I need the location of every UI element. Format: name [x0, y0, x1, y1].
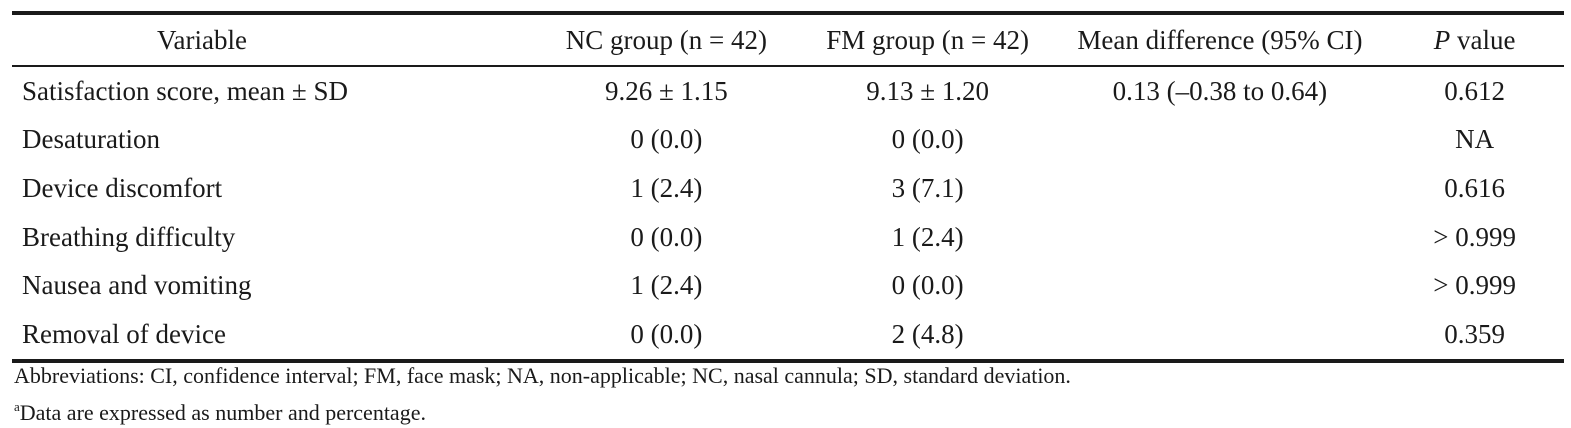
results-table-container: Variable NC group (n = 42) FM group (n =…: [12, 11, 1564, 363]
results-table: Variable NC group (n = 42) FM group (n =…: [12, 11, 1564, 363]
cell-p-value: NA: [1455, 124, 1495, 155]
cell-fm: 0 (0.0): [891, 124, 964, 155]
header-row: Variable NC group (n = 42) FM group (n =…: [12, 13, 1564, 67]
cell-nc: 0 (0.0): [630, 221, 703, 252]
header-p-value: P value: [1385, 13, 1564, 67]
table-row: Breathing difficulty 0 (0.0) 1 (2.4) > 0…: [12, 213, 1564, 262]
cell-p-value: > 0.999: [1433, 221, 1516, 252]
cell-nc: 9.26 ± 1.15: [604, 75, 728, 106]
table-footnotes: Abbreviations: CI, confidence interval; …: [14, 360, 1071, 428]
abbreviations-note: Abbreviations: CI, confidence interval; …: [14, 363, 1071, 388]
cell-mean-difference: [1055, 164, 1386, 213]
table-row: Nausea and vomiting 1 (2.4) 0 (0.0) > 0.…: [12, 261, 1564, 310]
cell-fm: 1 (2.4): [891, 221, 964, 252]
cell-fm: 9.13 ± 1.20: [866, 75, 990, 106]
cell-p-value: 0.612: [1444, 75, 1505, 106]
footnote-marker: a: [14, 399, 20, 414]
cell-fm: 2 (4.8): [800, 309, 1055, 363]
header-p-letter: P: [1433, 24, 1451, 55]
cell-mean-difference: [1055, 116, 1386, 165]
cell-mean-difference: 0.13 (–0.38 to 0.64): [1112, 75, 1328, 106]
cell-variable: Device discomfort: [22, 172, 223, 203]
cell-p-value: 0.359: [1385, 309, 1564, 363]
cell-nc: 1 (2.4): [630, 270, 703, 301]
header-variable: Variable: [12, 13, 532, 67]
cell-variable: Desaturation: [22, 124, 160, 155]
table-row: Desaturation 0 (0.0) 0 (0.0) NA: [12, 116, 1564, 165]
cell-variable: Removal of device: [12, 309, 532, 363]
cell-variable: Satisfaction score, mean ± SD: [22, 75, 348, 106]
cell-nc: 1 (2.4): [630, 172, 703, 203]
cell-p-value: 0.616: [1444, 172, 1505, 203]
header-nc-group: NC group (n = 42): [532, 13, 801, 67]
header-mean-difference: Mean difference (95% CI): [1054, 13, 1386, 67]
cell-mean-difference: [1055, 213, 1386, 262]
table-row: Device discomfort 1 (2.4) 3 (7.1) 0.616: [12, 164, 1564, 213]
cell-p-value: > 0.999: [1433, 270, 1516, 301]
cell-mean-difference: [1054, 309, 1386, 363]
cell-mean-difference: [1055, 261, 1386, 310]
header-p-rest: value: [1450, 24, 1516, 55]
table-row: Satisfaction score, mean ± SD 9.26 ± 1.1…: [12, 66, 1564, 116]
cell-fm: 3 (7.1): [891, 172, 964, 203]
table-row: Removal of device 0 (0.0) 2 (4.8) 0.359: [12, 309, 1564, 363]
data-expression-text: Data are expressed as number and percent…: [19, 400, 426, 425]
header-fm-group: FM group (n = 42): [800, 13, 1055, 67]
cell-variable: Breathing difficulty: [22, 221, 236, 252]
cell-variable: Nausea and vomiting: [22, 270, 252, 301]
data-expression-note: aData are expressed as number and percen…: [14, 391, 1071, 428]
cell-fm: 0 (0.0): [891, 270, 964, 301]
cell-nc: 0 (0.0): [532, 309, 801, 363]
cell-nc: 0 (0.0): [630, 124, 703, 155]
